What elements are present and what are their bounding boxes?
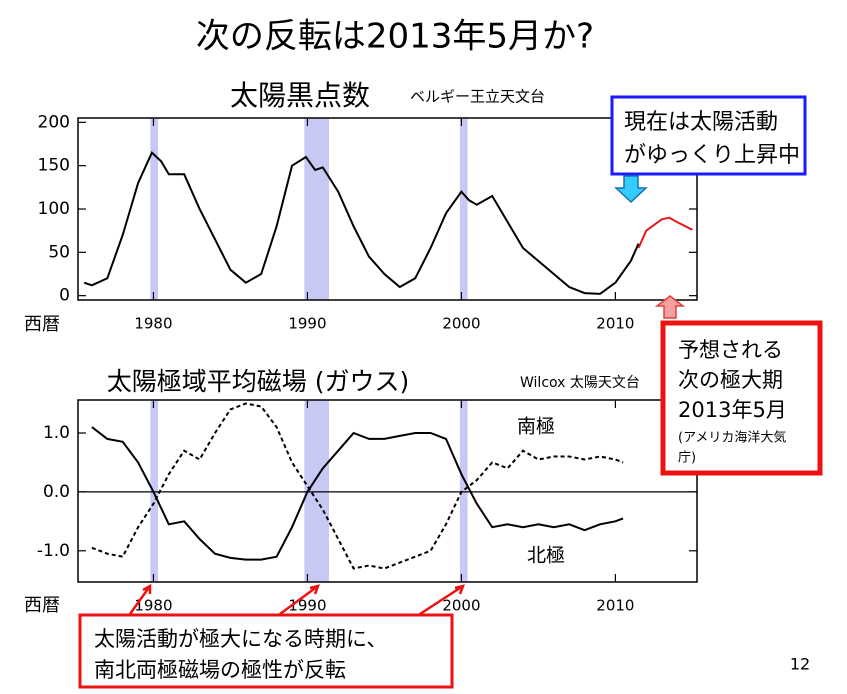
- x-tick-label: 2010: [596, 315, 634, 333]
- arrows: [128, 583, 466, 616]
- highlight-band: [150, 118, 159, 300]
- plot-frame: [77, 399, 698, 583]
- y-tick-label: 200: [38, 112, 70, 132]
- x-axis-label: 西暦: [24, 314, 60, 335]
- series-label: 南極: [517, 416, 555, 438]
- slide-title: 次の反転は2013年5月か?: [196, 17, 594, 57]
- y-tick-label: -1.0: [37, 541, 70, 561]
- x-tick-label: 1980: [134, 315, 172, 333]
- callout-text: 次の極大期: [678, 368, 783, 392]
- arrow: [654, 295, 686, 319]
- series-line: [83, 151, 640, 295]
- arrow: [614, 175, 648, 204]
- chart-title: 太陽極域平均磁場 (ガウス): [107, 367, 409, 396]
- callout-text: (アメリカ海洋大気: [678, 430, 786, 446]
- y-tick-label: 150: [38, 156, 70, 176]
- callout-box: [660, 320, 823, 476]
- highlight-band: [150, 400, 159, 582]
- callout-text: 予想される: [678, 338, 783, 362]
- y-tick-label: 1.0: [43, 423, 70, 443]
- y-tick-label: 0.0: [43, 482, 70, 502]
- callout-text: がゆっくり上昇中: [624, 143, 800, 168]
- highlight-band: [459, 400, 468, 582]
- arrow: [279, 584, 321, 616]
- chart-title: 太陽黒点数: [230, 79, 370, 112]
- x-tick-label: 1980: [134, 597, 172, 615]
- callout-text: 太陽活動が極大になる時期に、: [94, 627, 387, 651]
- plot-frame: [77, 117, 698, 301]
- arrow: [419, 584, 466, 616]
- series-line: [637, 216, 693, 249]
- y-tick-label: 50: [48, 242, 70, 262]
- x-tick-label: 2010: [596, 597, 634, 615]
- x-tick-label: 1990: [288, 315, 326, 333]
- chart-source: Wilcox 太陽天文台: [520, 375, 640, 391]
- series-label: 北極: [527, 545, 565, 567]
- chart-source: ベルギー王立天文台: [410, 88, 545, 106]
- series-line: [91, 402, 624, 570]
- callout-box: [78, 613, 454, 689]
- y-tick-label: 0: [59, 286, 70, 306]
- page-number: 12: [790, 655, 810, 674]
- callout-box: [610, 95, 807, 176]
- x-axis-label: 西暦: [24, 595, 60, 616]
- series-line: [91, 426, 624, 561]
- callout-text: 南北両極磁場の極性が反転: [94, 658, 346, 682]
- x-tick-label: 2000: [442, 597, 480, 615]
- callout-text: 庁): [678, 451, 696, 466]
- callout-text: 現在は太陽活動: [624, 110, 778, 135]
- x-tick-label: 2000: [442, 315, 480, 333]
- highlight-band: [304, 118, 329, 300]
- y-tick-label: 100: [38, 199, 70, 219]
- x-tick-label: 1990: [288, 597, 326, 615]
- callout-text: 2013年5月: [678, 398, 787, 422]
- arrow: [128, 583, 152, 615]
- highlight-band: [459, 118, 468, 300]
